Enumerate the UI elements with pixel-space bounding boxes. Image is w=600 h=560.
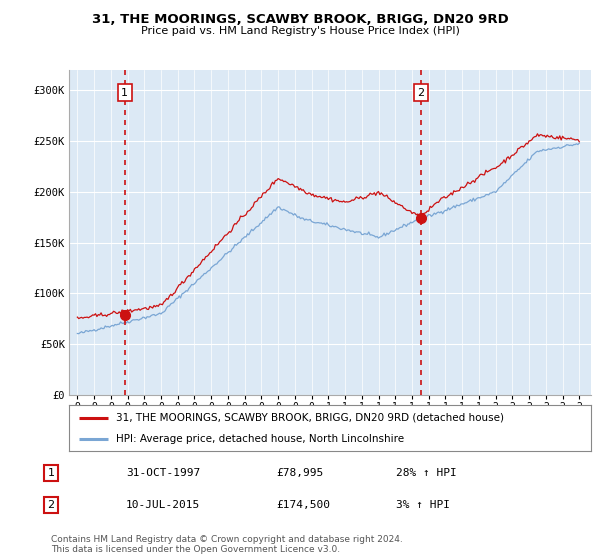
- Text: 31, THE MOORINGS, SCAWBY BROOK, BRIGG, DN20 9RD (detached house): 31, THE MOORINGS, SCAWBY BROOK, BRIGG, D…: [116, 413, 504, 423]
- Text: 2: 2: [417, 88, 424, 98]
- Text: 31, THE MOORINGS, SCAWBY BROOK, BRIGG, DN20 9RD: 31, THE MOORINGS, SCAWBY BROOK, BRIGG, D…: [92, 13, 508, 26]
- Text: £78,995: £78,995: [276, 468, 323, 478]
- Text: 28% ↑ HPI: 28% ↑ HPI: [396, 468, 457, 478]
- Text: 1: 1: [121, 88, 128, 98]
- Text: 1: 1: [47, 468, 55, 478]
- Text: HPI: Average price, detached house, North Lincolnshire: HPI: Average price, detached house, Nort…: [116, 435, 404, 444]
- Text: Price paid vs. HM Land Registry's House Price Index (HPI): Price paid vs. HM Land Registry's House …: [140, 26, 460, 36]
- Text: Contains HM Land Registry data © Crown copyright and database right 2024.
This d: Contains HM Land Registry data © Crown c…: [51, 535, 403, 554]
- Text: 10-JUL-2015: 10-JUL-2015: [126, 500, 200, 510]
- Text: 3% ↑ HPI: 3% ↑ HPI: [396, 500, 450, 510]
- Text: 31-OCT-1997: 31-OCT-1997: [126, 468, 200, 478]
- Text: £174,500: £174,500: [276, 500, 330, 510]
- Text: 2: 2: [47, 500, 55, 510]
